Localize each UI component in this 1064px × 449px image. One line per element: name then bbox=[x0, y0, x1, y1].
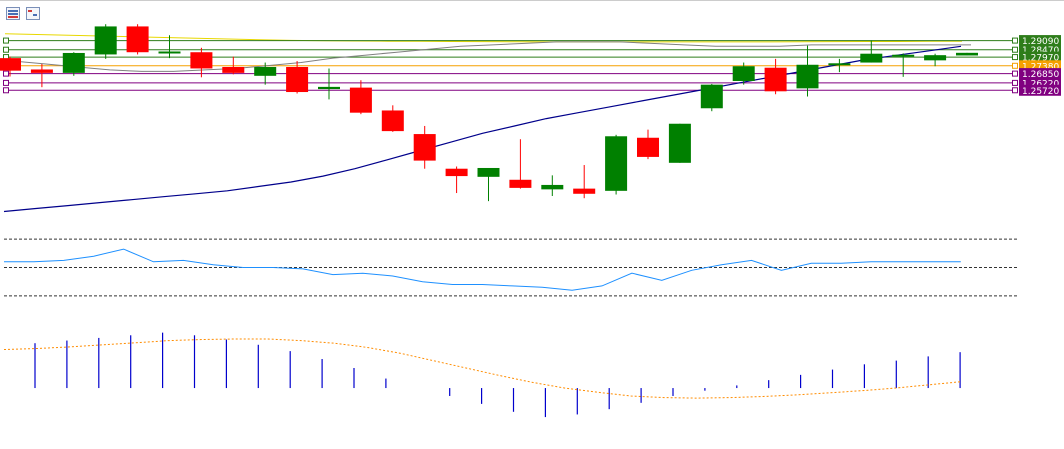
yellow-ma-line bbox=[4, 33, 962, 43]
candle-body bbox=[924, 55, 947, 61]
candle-body bbox=[605, 136, 628, 191]
level-handle-left bbox=[3, 87, 9, 94]
candle-body bbox=[286, 66, 309, 93]
candle-body bbox=[445, 168, 468, 177]
candle-body bbox=[796, 64, 819, 89]
candle-body bbox=[573, 188, 596, 194]
candle-body bbox=[94, 26, 117, 55]
candle-body bbox=[828, 63, 851, 66]
candle-body bbox=[668, 123, 691, 163]
price-level-tag-bg bbox=[1019, 60, 1061, 72]
candle-body bbox=[190, 52, 213, 69]
candle-body bbox=[892, 54, 915, 57]
chart-list-icon[interactable] bbox=[6, 7, 20, 20]
level-handle-right bbox=[1012, 79, 1018, 86]
candle-body bbox=[700, 84, 723, 109]
candle-body bbox=[637, 137, 659, 157]
candle-body bbox=[62, 52, 85, 73]
level-handle-right bbox=[1012, 46, 1018, 53]
candle-body bbox=[318, 86, 340, 90]
price-level-tag-bg bbox=[1019, 44, 1061, 56]
candle-body bbox=[126, 26, 149, 53]
candle-body bbox=[30, 69, 53, 73]
candle-body bbox=[222, 66, 245, 73]
candle-body bbox=[158, 51, 181, 54]
candle-body bbox=[381, 110, 404, 132]
price-level-label: 1.26220 bbox=[1022, 79, 1059, 89]
candle-body bbox=[0, 58, 21, 71]
price-level-label: 1.26850 bbox=[1022, 70, 1059, 80]
rsi-line bbox=[4, 248, 961, 291]
price-level-tag-bg bbox=[1019, 51, 1061, 63]
level-handle-right bbox=[1012, 54, 1018, 61]
price-level-label: 1.25720 bbox=[1022, 87, 1059, 97]
candle-body bbox=[541, 184, 564, 190]
price-level-tag-bg bbox=[1019, 77, 1061, 89]
macd-signal-line bbox=[3, 338, 962, 399]
level-handle-left bbox=[3, 79, 9, 86]
slow-ma-line bbox=[13, 41, 971, 72]
candle-body bbox=[413, 134, 436, 161]
candle-body bbox=[509, 179, 532, 188]
level-handle-left bbox=[3, 37, 9, 44]
candle-body bbox=[860, 53, 883, 63]
candle-body bbox=[956, 52, 978, 56]
level-handle-left bbox=[3, 70, 9, 77]
candle-body bbox=[477, 167, 500, 177]
candle-body bbox=[732, 66, 755, 81]
candle-body bbox=[349, 87, 372, 113]
price-level-tag-bg bbox=[1019, 35, 1061, 47]
candle-body bbox=[764, 67, 787, 92]
candle-body bbox=[254, 66, 277, 76]
rsi-panel bbox=[4, 238, 1018, 297]
macd-panel bbox=[3, 332, 962, 418]
price-level-label: 1.27970 bbox=[1022, 54, 1059, 64]
price-level-tag-bg bbox=[1019, 68, 1061, 80]
level-handle-right bbox=[1012, 37, 1018, 44]
price-level-label: 1.28470 bbox=[1022, 46, 1059, 56]
chart-toolbar bbox=[6, 7, 40, 20]
price-level-tag-bg bbox=[1019, 84, 1061, 96]
level-handle-right bbox=[1012, 87, 1018, 94]
level-handle-left bbox=[3, 46, 9, 53]
price-level-label: 1.29090 bbox=[1022, 37, 1059, 47]
price-level-label: 1.27380 bbox=[1022, 62, 1059, 72]
price-panel: 1.290901.284701.279701.273801.268501.262… bbox=[0, 24, 1061, 213]
level-handle-right bbox=[1012, 62, 1018, 69]
level-handle-right bbox=[1012, 70, 1018, 77]
chart-window-icon[interactable] bbox=[26, 7, 40, 20]
